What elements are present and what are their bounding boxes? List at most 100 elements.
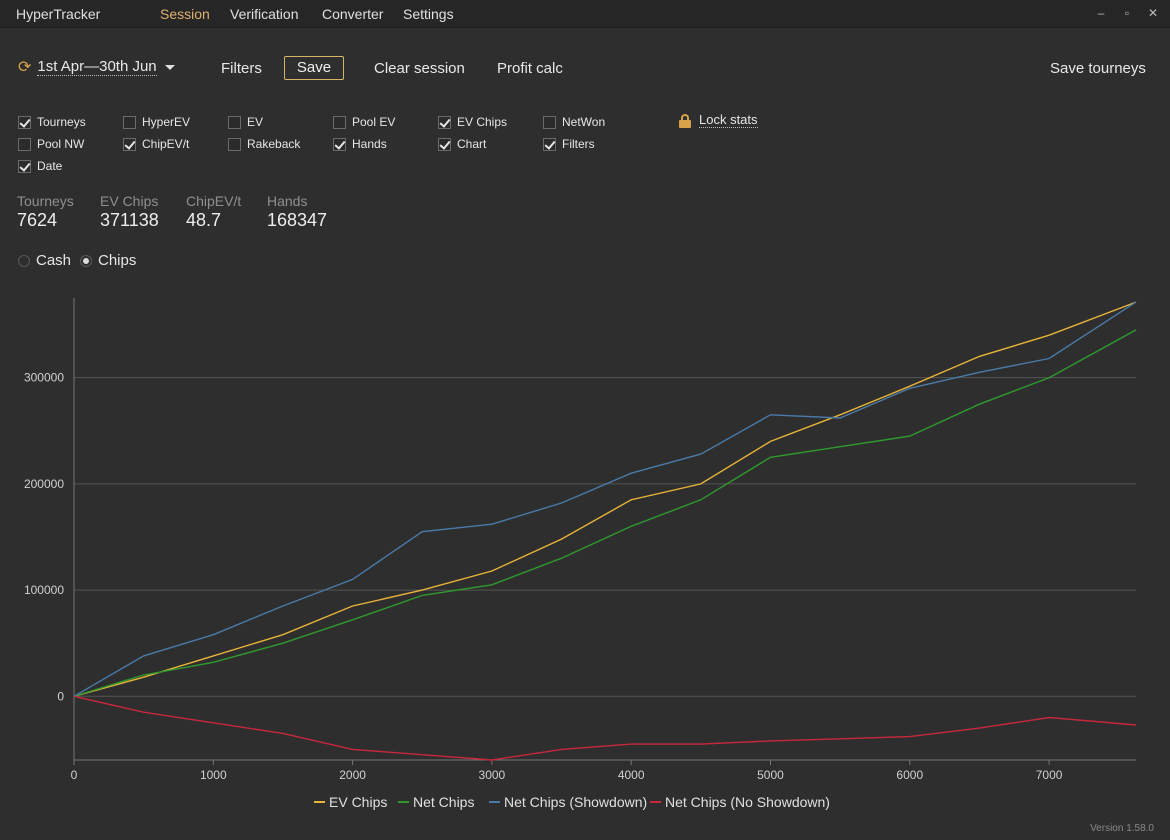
stat-ev-chips: EV Chips 371138 xyxy=(100,193,159,231)
radio-cash[interactable]: Cash xyxy=(18,252,71,269)
save-tourneys-button[interactable]: Save tourneys xyxy=(1050,60,1146,77)
close-icon[interactable]: ✕ xyxy=(1147,6,1159,20)
checkbox-label: Pool EV xyxy=(352,115,396,129)
checkbox-ev[interactable]: EV xyxy=(228,115,263,129)
checkbox-netwon[interactable]: NetWon xyxy=(543,115,605,129)
checkbox-box[interactable] xyxy=(333,137,346,151)
x-tick-label: 2000 xyxy=(339,768,366,782)
date-range-label: 1st Apr—30th Jun xyxy=(37,58,157,76)
x-tick-label: 0 xyxy=(71,768,78,782)
lock-stats-toggle[interactable]: Lock stats xyxy=(679,113,758,128)
minimize-icon[interactable]: – xyxy=(1097,6,1105,20)
legend-label: Net Chips xyxy=(413,794,474,810)
radio-chips[interactable]: Chips xyxy=(80,252,136,269)
chevron-down-icon xyxy=(164,64,175,70)
stat-value: 7624 xyxy=(17,210,58,230)
checkbox-rakeback[interactable]: Rakeback xyxy=(228,137,300,151)
stat-value: 371138 xyxy=(100,210,159,230)
series-line-net-chips-showdown- xyxy=(73,301,1137,697)
checkbox-tourneys[interactable]: Tourneys xyxy=(18,115,86,129)
checkbox-hands[interactable]: Hands xyxy=(333,137,387,151)
radio-label: Cash xyxy=(36,252,72,269)
clear-session-button[interactable]: Clear session xyxy=(374,60,465,77)
x-tick-label: 3000 xyxy=(479,768,506,782)
stat-name: Tourneys xyxy=(17,193,74,209)
checkbox-box[interactable] xyxy=(543,137,556,151)
checkbox-label: Pool NW xyxy=(37,137,85,151)
checkbox-label: EV xyxy=(247,115,264,129)
save-button[interactable]: Save xyxy=(284,56,344,80)
checkbox-label: HyperEV xyxy=(142,115,191,129)
stat-name: Hands xyxy=(267,193,308,209)
x-tick-label: 7000 xyxy=(1036,768,1063,782)
y-tick-label: 200000 xyxy=(24,477,64,491)
checkbox-label: Date xyxy=(37,159,63,173)
menu-converter[interactable]: Converter xyxy=(322,6,384,22)
checkbox-box[interactable] xyxy=(228,137,241,151)
checkbox-box[interactable] xyxy=(543,115,556,129)
checkbox-label: Tourneys xyxy=(37,115,86,129)
y-tick-label: 0 xyxy=(57,689,64,703)
checkbox-box[interactable] xyxy=(18,115,31,129)
date-range-selector[interactable]: ⟳ 1st Apr—30th Jun xyxy=(18,57,175,77)
checkbox-pool-nw[interactable]: Pool NW xyxy=(18,137,84,151)
x-tick-label: 1000 xyxy=(200,768,227,782)
menu-settings[interactable]: Settings xyxy=(403,6,454,22)
stat-chipev-t: ChipEV/t 48.7 xyxy=(186,193,241,231)
filters-button[interactable]: Filters xyxy=(221,60,262,77)
checkbox-chart[interactable]: Chart xyxy=(438,137,486,151)
legend-label: Net Chips (No Showdown) xyxy=(665,794,830,810)
checkbox-label: Chart xyxy=(457,137,487,151)
checkbox-box[interactable] xyxy=(333,115,346,129)
profit-calc-button[interactable]: Profit calc xyxy=(497,60,563,77)
stat-name: EV Chips xyxy=(100,193,159,209)
lock-icon xyxy=(679,113,691,128)
refresh-icon[interactable]: ⟳ xyxy=(18,59,32,76)
checkbox-label: NetWon xyxy=(562,115,606,129)
stat-name: ChipEV/t xyxy=(186,193,242,209)
maximize-icon[interactable]: ▫ xyxy=(1124,6,1130,20)
checkbox-label: ChipEV/t xyxy=(142,137,190,151)
radio-dot[interactable] xyxy=(18,254,30,267)
checkbox-box[interactable] xyxy=(228,115,241,129)
app-name: HyperTracker xyxy=(16,6,101,22)
radio-dot[interactable] xyxy=(80,254,92,267)
y-tick-label: 300000 xyxy=(24,371,64,385)
series-line-net-chips xyxy=(73,329,1137,697)
checkbox-date[interactable]: Date xyxy=(18,159,62,173)
x-tick-label: 6000 xyxy=(896,768,923,782)
legend-label: EV Chips xyxy=(329,794,387,810)
menu-verification[interactable]: Verification xyxy=(230,6,299,22)
stat-hands: Hands 168347 xyxy=(267,193,327,231)
checkbox-box[interactable] xyxy=(438,137,451,151)
series-line-net-chips-no-showdown- xyxy=(73,695,1137,761)
checkbox-box[interactable] xyxy=(123,137,136,151)
stat-tourneys: Tourneys 7624 xyxy=(17,193,74,231)
menu-session[interactable]: Session xyxy=(160,6,210,22)
checkbox-box[interactable] xyxy=(123,115,136,129)
checkbox-chipev-t[interactable]: ChipEV/t xyxy=(123,137,189,151)
x-tick-label: 5000 xyxy=(757,768,784,782)
stat-value: 48.7 xyxy=(186,210,222,230)
checkbox-label: Hands xyxy=(352,137,387,151)
checkbox-hyperev[interactable]: HyperEV xyxy=(123,115,190,129)
radio-label: Chips xyxy=(98,252,137,269)
legend-label: Net Chips (Showdown) xyxy=(504,794,647,810)
version-label: Version 1.58.0 xyxy=(1090,823,1154,834)
checkbox-pool-ev[interactable]: Pool EV xyxy=(333,115,395,129)
checkbox-label: EV Chips xyxy=(457,115,508,129)
x-tick-label: 4000 xyxy=(618,768,645,782)
checkbox-filters[interactable]: Filters xyxy=(543,137,595,151)
title-bar: HyperTracker Session Verification Conver… xyxy=(0,0,1170,28)
checkbox-label: Filters xyxy=(562,137,595,151)
checkbox-box[interactable] xyxy=(438,115,451,129)
y-tick-label: 100000 xyxy=(24,583,64,597)
lock-stats-label: Lock stats xyxy=(699,112,758,128)
checkbox-label: Rakeback xyxy=(247,137,301,151)
series-line-ev-chips xyxy=(73,301,1137,697)
profit-chart: 0 100000 200000 300000 0 1000 2000 3000 4000 5000… xyxy=(24,298,1137,810)
checkbox-box[interactable] xyxy=(18,137,31,151)
checkbox-ev-chips[interactable]: EV Chips xyxy=(438,115,507,129)
checkbox-box[interactable] xyxy=(18,159,31,173)
stat-value: 168347 xyxy=(267,210,328,230)
